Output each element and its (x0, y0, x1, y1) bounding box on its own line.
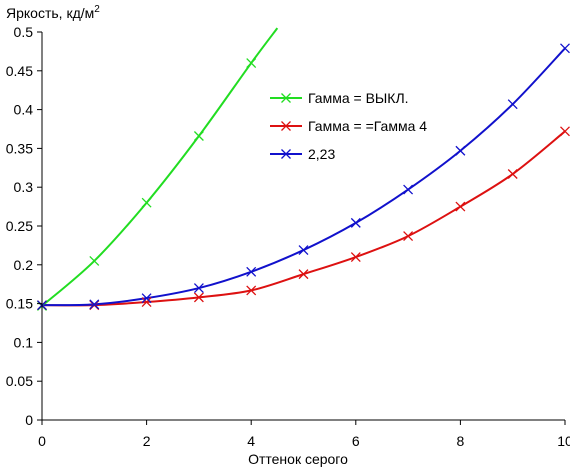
y-tick-label: 0.2 (14, 257, 34, 273)
series-гамма-гамма-4-marker (246, 285, 257, 296)
legend: Гамма = ВЫКЛ. Гамма = =Гамма 4 2,23 (270, 90, 427, 162)
axis-ticks (37, 31, 566, 425)
series-гамма-гамма-4-marker (298, 269, 309, 280)
series-гамма-выкл-marker (89, 255, 100, 266)
series-2-23-marker (403, 184, 414, 195)
series-2-23-marker (507, 99, 518, 110)
series-гамма-гамма-4-marker (560, 126, 570, 137)
x-tick-label: 2 (143, 433, 151, 449)
y-tick-label: 0.4 (14, 102, 34, 118)
legend-series-гамма-выкл-label: Гамма = ВЫКЛ. (308, 90, 409, 106)
series-2-23-marker (350, 217, 361, 228)
y-axis-title-text: Яркость, кд/м (6, 5, 94, 21)
x-tick-label: 6 (352, 433, 360, 449)
legend-series-2-23-marker (281, 149, 291, 159)
series-гамма-гамма-4-marker (193, 292, 204, 303)
y-tick-label: 0 (25, 412, 33, 428)
plot-lines (41, 27, 566, 307)
series-гамма-выкл-marker (246, 58, 257, 68)
plot-markers (37, 43, 570, 311)
series-гамма-гамма-4-marker (403, 231, 414, 242)
series-2-23-marker (298, 245, 309, 256)
series-гамма-гамма-4-line (41, 130, 566, 307)
series-2-23-marker (89, 299, 100, 310)
x-tick-label: 10 (557, 433, 570, 449)
series-2-23-marker (560, 43, 570, 54)
series-гамма-гамма-4-marker (141, 297, 152, 308)
y-tick-label: 0.05 (6, 373, 33, 389)
x-tick-label: 0 (38, 433, 46, 449)
x-tick-labels: 0 2 4 6 8 10 (38, 433, 570, 449)
legend-series-2-23-label: 2,23 (308, 146, 335, 162)
series-гамма-выкл-marker (193, 131, 204, 141)
y-tick-label: 0.3 (14, 179, 34, 195)
x-axis-title: Оттенок серого (248, 451, 348, 467)
y-tick-label: 0.5 (14, 24, 34, 40)
legend-series-гамма-гамма-4-label: Гамма = =Гамма 4 (308, 118, 427, 134)
series-2-23-line (41, 47, 566, 307)
legend-series-гамма-гамма-4-marker (281, 121, 291, 131)
series-2-23-marker (141, 293, 152, 304)
y-axis-title-superscript: 2 (94, 4, 100, 15)
y-tick-label: 0.1 (14, 334, 34, 350)
series-2-23-marker (246, 266, 257, 277)
y-tick-labels: 0 0.05 0.1 0.15 0.2 0.25 0.3 0.35 0.4 0.45 0.5 (6, 24, 33, 428)
y-tick-label: 0.45 (6, 63, 33, 79)
series-2-23-marker (193, 283, 204, 294)
y-axis-title: Яркость, кд/м2 (6, 4, 100, 21)
series-2-23-marker (455, 145, 466, 156)
x-tick-label: 4 (247, 433, 255, 449)
y-tick-label: 0.35 (6, 140, 33, 156)
y-tick-label: 0.15 (6, 296, 33, 312)
series-гамма-гамма-4-marker (507, 169, 518, 179)
series-гамма-выкл-line (41, 27, 279, 307)
series-гамма-гамма-4-marker (455, 201, 466, 212)
x-tick-label: 8 (457, 433, 465, 449)
legend-series-гамма-выкл-marker (281, 93, 291, 103)
series-гамма-выкл-marker (141, 197, 152, 208)
series-гамма-гамма-4-marker (350, 252, 361, 262)
y-tick-label: 0.25 (6, 218, 33, 234)
